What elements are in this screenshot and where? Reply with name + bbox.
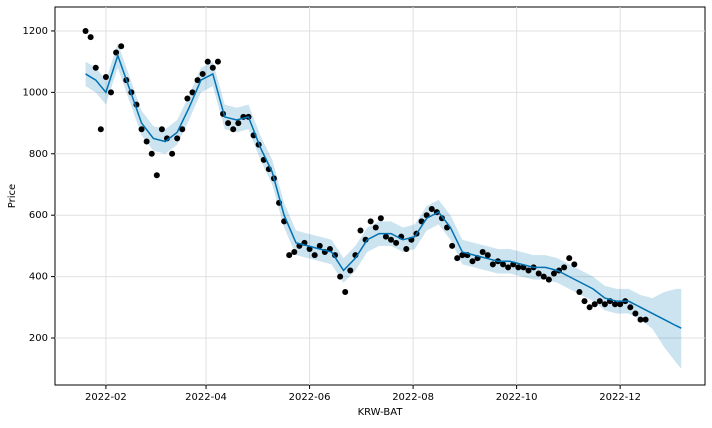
observed-point: [148, 150, 155, 157]
observed-point: [82, 27, 89, 34]
observed-point: [357, 227, 364, 234]
x-tick-label: 2022-06: [289, 392, 331, 403]
observed-point: [428, 206, 435, 213]
observed-point: [214, 58, 221, 65]
observed-point: [642, 316, 649, 323]
observed-point: [449, 242, 456, 249]
observed-point: [347, 267, 354, 274]
observed-point: [459, 252, 466, 259]
observed-point: [505, 264, 512, 271]
observed-point: [87, 34, 94, 41]
observed-point: [550, 270, 557, 277]
observed-point: [235, 120, 242, 127]
plot-frame: [54, 6, 706, 386]
observed-point: [372, 224, 379, 231]
observed-point: [102, 74, 109, 81]
uncertainty-band: [85, 43, 682, 369]
y-axis-label: Price: [7, 184, 18, 208]
x-tick-label: 2022-08: [392, 392, 434, 403]
x-tick-label: 2022-10: [496, 392, 538, 403]
observed-point: [337, 273, 344, 280]
observed-point: [403, 245, 410, 252]
observed-point: [571, 261, 578, 268]
y-tick-label: 600: [29, 210, 48, 221]
x-axis-label: KRW-BAT: [358, 407, 404, 418]
observed-point: [388, 236, 395, 243]
observed-point: [454, 255, 461, 262]
y-tick-label: 1200: [23, 26, 48, 37]
observed-point: [591, 301, 598, 308]
observed-point: [311, 252, 318, 259]
observed-point: [545, 276, 552, 283]
observed-point: [382, 233, 389, 240]
observed-point: [581, 298, 588, 305]
observed-point: [92, 64, 99, 71]
y-tick-label: 800: [29, 149, 48, 160]
observed-point: [377, 215, 384, 222]
observed-point: [612, 301, 619, 308]
y-tick-label: 400: [29, 272, 48, 283]
observed-point: [153, 172, 160, 179]
observed-point: [225, 120, 232, 127]
observed-point: [561, 264, 568, 271]
x-tick-label: 2022-04: [185, 392, 227, 403]
observed-point: [489, 261, 496, 268]
observed-point: [189, 89, 196, 96]
observed-point: [484, 252, 491, 259]
observed-point: [535, 270, 542, 277]
observed-point: [566, 255, 573, 262]
observed-point: [184, 95, 191, 102]
observed-point: [108, 89, 115, 96]
y-tick-label: 200: [29, 333, 48, 344]
x-tick-label: 2022-02: [85, 392, 127, 403]
observed-point: [174, 135, 181, 142]
observed-point: [143, 138, 150, 145]
x-tick-label: 2022-12: [599, 392, 641, 403]
observed-point: [632, 310, 639, 317]
observed-point: [118, 43, 125, 50]
observed-point: [601, 301, 608, 308]
observed-point: [637, 316, 644, 323]
observed-point: [97, 126, 104, 133]
observed-point: [138, 126, 145, 133]
observed-point: [199, 70, 206, 77]
observed-point: [540, 273, 547, 280]
observed-point: [367, 218, 374, 225]
observed-point: [179, 126, 186, 133]
observed-point: [515, 264, 522, 271]
observed-point: [316, 242, 323, 249]
forecast-line: [85, 53, 682, 329]
observed-point: [194, 77, 201, 84]
observed-point: [576, 288, 583, 295]
observed-point: [342, 288, 349, 295]
observed-point: [291, 249, 298, 256]
observed-point: [438, 215, 445, 222]
observed-point: [627, 304, 634, 311]
observed-point: [525, 267, 532, 274]
observed-point: [158, 126, 165, 133]
observed-point: [479, 249, 486, 256]
observed-point: [393, 239, 400, 246]
observed-point: [204, 58, 211, 65]
observed-point: [469, 258, 476, 265]
observed-point: [586, 304, 593, 311]
observed-point: [286, 252, 293, 259]
observed-point: [596, 298, 603, 305]
observed-point: [500, 261, 507, 268]
y-tick-label: 1000: [23, 87, 48, 98]
observed-point: [230, 126, 237, 133]
observed-point: [617, 301, 624, 308]
observed-point: [169, 150, 176, 157]
observed-point: [209, 64, 216, 71]
